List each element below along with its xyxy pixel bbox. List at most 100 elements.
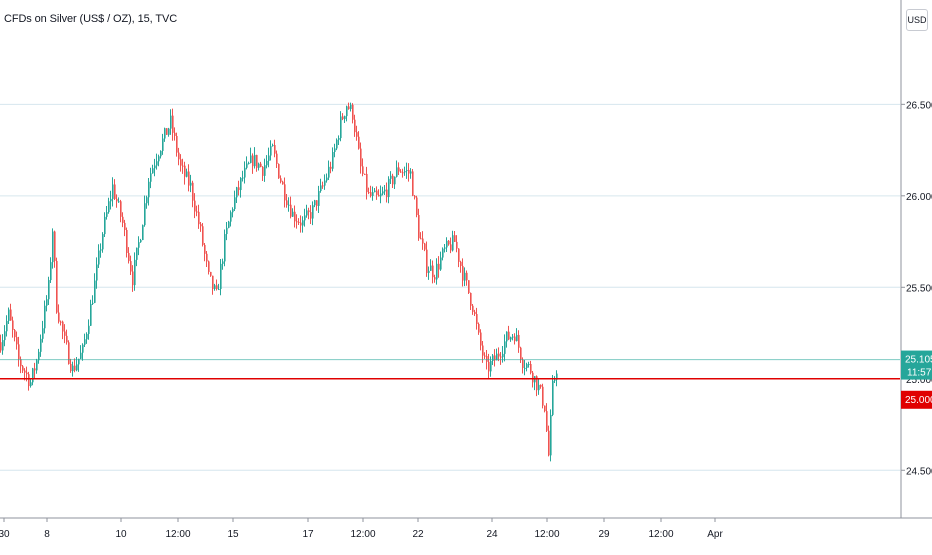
time-tick-label: 8 (44, 529, 50, 540)
candle-body (112, 184, 114, 199)
candle-body (324, 180, 326, 186)
candle-body (68, 342, 70, 364)
candle-body (504, 341, 506, 354)
candle-body (376, 190, 378, 195)
candle-body (440, 257, 442, 270)
candle-body (366, 173, 368, 193)
currency-button[interactable]: USD (906, 9, 928, 31)
candle-body (526, 364, 528, 368)
candle-body (216, 285, 218, 290)
candle-body (302, 220, 304, 226)
candle-body (2, 340, 4, 351)
candle-body (212, 275, 214, 289)
candle-body (192, 182, 194, 201)
candle-body (404, 171, 406, 173)
candle-body (214, 285, 216, 289)
candle-body (416, 197, 418, 216)
candle-body (482, 345, 484, 356)
candle-body (92, 302, 94, 304)
candle-body (36, 360, 38, 371)
candle-body (516, 334, 518, 342)
time-tick-label: 24 (486, 529, 498, 540)
candle-body (530, 364, 532, 373)
candle-body (242, 177, 244, 179)
candle-body (62, 321, 64, 332)
candle-body (76, 364, 78, 371)
candle-body (114, 184, 116, 199)
candle-body (346, 106, 348, 117)
candle-body (4, 331, 6, 341)
candle-body (476, 314, 478, 324)
candle-body (284, 184, 286, 201)
candle-body (480, 332, 482, 346)
candle-body (446, 240, 448, 248)
candle-body (128, 253, 130, 262)
candle-body (406, 170, 408, 172)
candle-body (300, 222, 302, 226)
candle-body (506, 331, 508, 342)
candle-body (550, 414, 552, 456)
candle-body (116, 198, 118, 202)
candle-body (182, 165, 184, 167)
candle-body (488, 361, 490, 372)
candle-body (328, 166, 330, 178)
time-tick-label: 22 (412, 529, 424, 540)
candle-body (270, 146, 272, 156)
candle-body (304, 215, 306, 221)
candle-body (148, 181, 150, 198)
candle-body (12, 320, 14, 331)
time-tick-label: 15 (227, 529, 239, 540)
candle-body (24, 370, 26, 373)
candle-body (426, 249, 428, 273)
candle-body (236, 187, 238, 198)
candle-body (428, 270, 430, 273)
candle-body (492, 355, 494, 361)
candle-body (14, 330, 16, 338)
candle-body (234, 197, 236, 210)
candle-body (384, 189, 386, 192)
candle-body (556, 373, 558, 380)
candle-body (38, 351, 40, 361)
candle-body (164, 128, 166, 139)
candle-body (54, 231, 56, 261)
candle-body (540, 384, 542, 387)
candle-body (334, 148, 336, 153)
price-tick-label: 26.500 (906, 100, 932, 111)
candle-body (186, 171, 188, 177)
candle-body (296, 221, 298, 223)
candle-body (362, 166, 364, 174)
candle-body (238, 187, 240, 191)
candle-body (398, 167, 400, 172)
candle-body (518, 334, 520, 348)
candle-body (554, 379, 556, 381)
candle-body (306, 210, 308, 216)
candle-body (30, 382, 32, 387)
candle-body (262, 166, 264, 176)
candle-body (378, 194, 380, 197)
candle-body (22, 366, 24, 371)
candle-body (64, 331, 66, 336)
candle-body (552, 380, 554, 415)
candle-body (336, 139, 338, 149)
candle-body (424, 243, 426, 250)
candle-body (28, 374, 30, 387)
candle-body (252, 155, 254, 167)
candle-body (156, 161, 158, 166)
candle-body (120, 201, 122, 217)
candle-body (168, 128, 170, 135)
candle-body (474, 311, 476, 315)
candle-body (98, 250, 100, 265)
candle-body (408, 170, 410, 174)
candle-body (458, 248, 460, 262)
candle-body (160, 150, 162, 157)
time-tick-label: 10 (115, 529, 127, 540)
candle-body (188, 171, 190, 186)
candle-body (138, 242, 140, 248)
candle-body (246, 163, 248, 168)
candle-body (430, 265, 432, 271)
candle-body (126, 230, 128, 254)
candle-body (414, 195, 416, 198)
candle-body (0, 342, 2, 351)
